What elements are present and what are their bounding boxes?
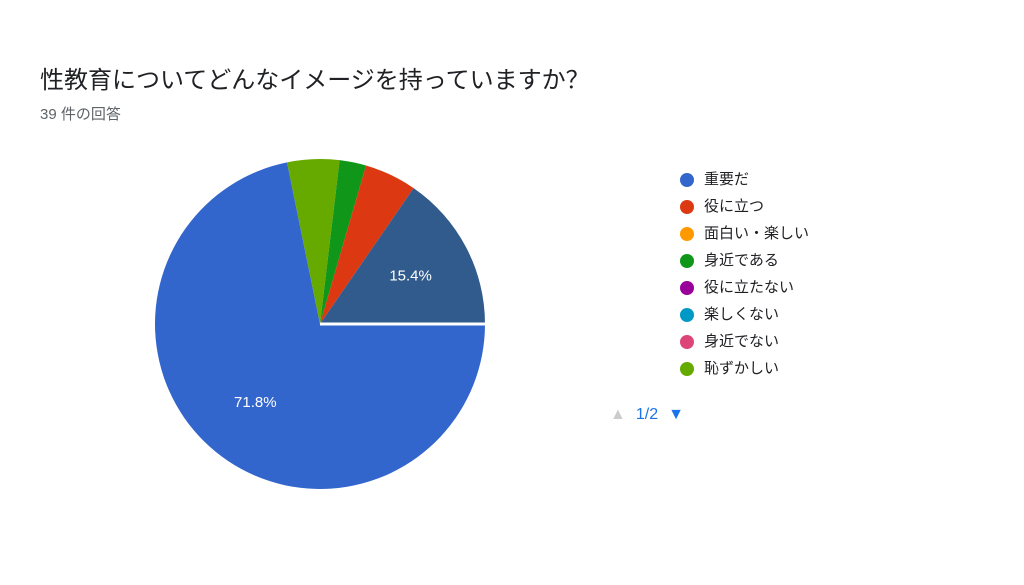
legend-label: 重要だ [704, 172, 749, 187]
legend-item[interactable]: 役に立たない [680, 280, 809, 295]
legend-swatch [680, 335, 694, 349]
chart-container: 性教育についてどんなイメージを持っていますか？ 39 件の回答 71.8% 15.… [0, 0, 1024, 585]
legend-item[interactable]: 身近である [680, 253, 809, 268]
legend-label: 恥ずかしい [704, 361, 779, 376]
pager-next-icon[interactable]: ▼ [668, 406, 684, 424]
legend-label: 役に立たない [704, 280, 794, 295]
legend-label: 面白い・楽しい [704, 226, 809, 241]
pie-wrap: 71.8% 15.4% [40, 154, 600, 499]
legend-swatch [680, 308, 694, 322]
legend-item[interactable]: 楽しくない [680, 307, 809, 322]
legend-and-pager: 重要だ役に立つ面白い・楽しい身近である役に立たない楽しくない身近でない恥ずかしい… [600, 154, 809, 424]
pager-prev-icon[interactable]: ▲ [610, 406, 626, 424]
response-count: 39 件の回答 [40, 103, 984, 124]
legend-label: 役に立つ [704, 199, 764, 214]
legend-swatch [680, 254, 694, 268]
legend-swatch [680, 227, 694, 241]
legend-swatch [680, 173, 694, 187]
chart-title: 性教育についてどんなイメージを持っていますか？ [40, 60, 984, 95]
legend-swatch [680, 362, 694, 376]
pager: ▲ 1/2 ▼ [610, 406, 809, 424]
chart-row: 71.8% 15.4% 重要だ役に立つ面白い・楽しい身近である役に立たない楽しくな… [40, 154, 984, 499]
legend-item[interactable]: 役に立つ [680, 199, 809, 214]
legend-item[interactable]: 重要だ [680, 172, 809, 187]
slice-label: 15.4% [389, 267, 432, 284]
legend-item[interactable]: 恥ずかしい [680, 361, 809, 376]
pager-text: 1/2 [636, 406, 658, 424]
legend-item[interactable]: 面白い・楽しい [680, 226, 809, 241]
legend-label: 楽しくない [704, 307, 779, 322]
slice-label: 71.8% [234, 394, 277, 411]
legend-label: 身近でない [704, 334, 779, 349]
pie-chart: 71.8% 15.4% [130, 154, 510, 499]
legend-swatch [680, 200, 694, 214]
legend-swatch [680, 281, 694, 295]
legend-label: 身近である [704, 253, 779, 268]
legend: 重要だ役に立つ面白い・楽しい身近である役に立たない楽しくない身近でない恥ずかしい [680, 172, 809, 376]
legend-item[interactable]: 身近でない [680, 334, 809, 349]
